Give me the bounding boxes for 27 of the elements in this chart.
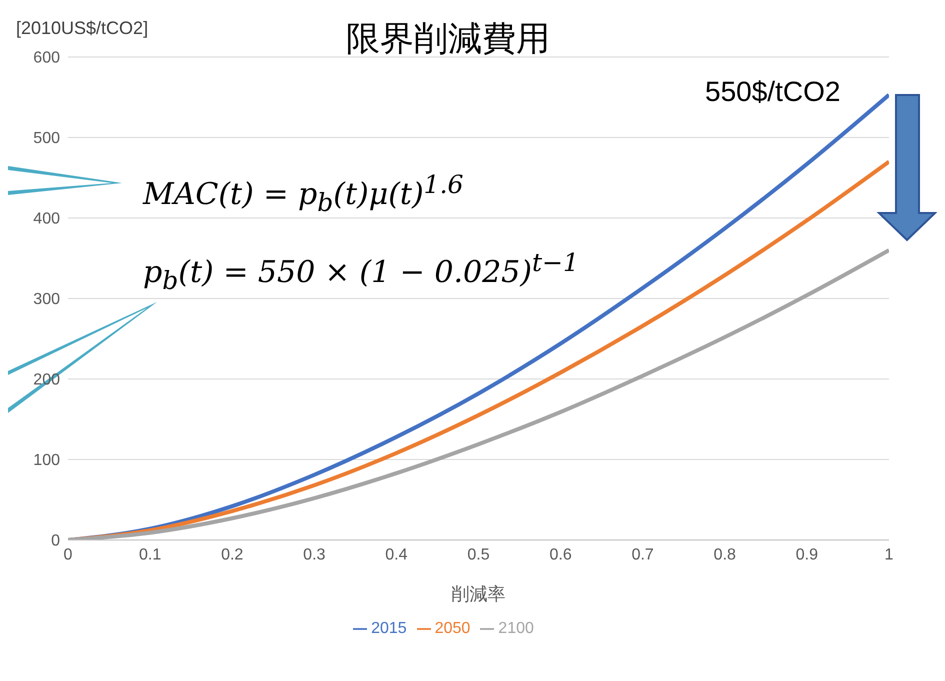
y-tick-label: 300 xyxy=(33,291,60,308)
x-tick-label: 0 xyxy=(64,546,73,564)
x-tick-label: 1 xyxy=(884,546,894,564)
x-tick-label: 0.5 xyxy=(467,546,490,564)
x-tick-label: 0.7 xyxy=(632,546,654,564)
annotation: MAC(t) = p$_{b}$(t)μ(t)$^{1.6}$ xyxy=(143,170,464,217)
x-axis-title: 削減率 xyxy=(452,584,506,604)
legend-label: 2015 xyxy=(371,620,407,637)
x-tick-label: 0.2 xyxy=(221,546,244,564)
x-tick-label: 0.1 xyxy=(138,546,162,564)
x-tick-label: 0.6 xyxy=(549,546,572,564)
y-axis-title: [2010US$/tCO2] xyxy=(16,18,148,39)
chart-title: 限界削減費用 xyxy=(345,19,551,60)
legend-label: 2050 xyxy=(434,620,470,637)
y-tick-label: 500 xyxy=(33,130,60,148)
x-tick-label: 0.3 xyxy=(303,546,326,564)
y-tick-label: 100 xyxy=(33,452,60,470)
legend-label: 2100 xyxy=(498,620,534,637)
annotation: 550$/tCO2 xyxy=(705,76,840,108)
x-tick-label: 0.4 xyxy=(385,546,408,564)
x-tick-label: 0.8 xyxy=(714,546,736,564)
y-tick-label: 600 xyxy=(33,50,60,67)
line-series xyxy=(68,248,889,540)
annotation: p$_{b}$(t) = 550 × (1 − 0.025)$^{t−1}$ xyxy=(143,248,579,295)
y-tick-label: 0 xyxy=(51,532,60,550)
y-tick-label: 400 xyxy=(33,210,60,228)
x-tick-label: 0.9 xyxy=(796,546,818,564)
